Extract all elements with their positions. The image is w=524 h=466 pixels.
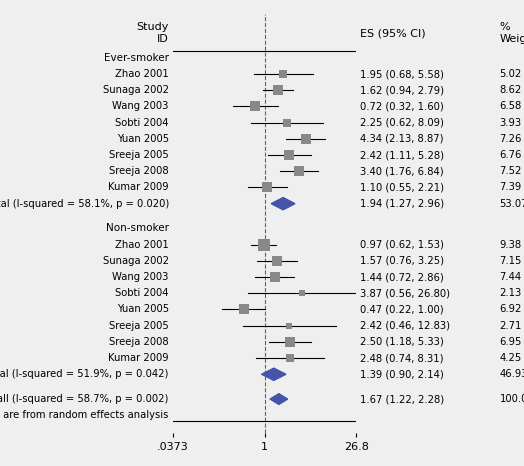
Text: Kumar 2009: Kumar 2009 xyxy=(108,183,169,192)
Text: 3.93: 3.93 xyxy=(499,117,521,128)
Text: 1.67 (1.22, 2.28): 1.67 (1.22, 2.28) xyxy=(361,394,444,404)
Point xyxy=(259,241,268,248)
Text: Study
ID: Study ID xyxy=(136,22,169,44)
Text: Wang 2003: Wang 2003 xyxy=(112,272,169,282)
Text: Kumar 2009: Kumar 2009 xyxy=(108,353,169,363)
Point xyxy=(279,70,288,78)
Text: 7.52: 7.52 xyxy=(499,166,522,176)
Point xyxy=(239,306,248,313)
Point xyxy=(285,322,293,329)
Polygon shape xyxy=(271,198,295,210)
Text: 7.39: 7.39 xyxy=(499,183,521,192)
Text: 6.92: 6.92 xyxy=(499,304,522,315)
Text: 9.38: 9.38 xyxy=(499,240,521,250)
Point xyxy=(286,354,294,362)
Point xyxy=(286,338,294,346)
Text: 100.00: 100.00 xyxy=(499,394,524,404)
Text: Ever-smoker: Ever-smoker xyxy=(104,53,169,63)
Polygon shape xyxy=(261,368,286,380)
Text: 2.50 (1.18, 5.33): 2.50 (1.18, 5.33) xyxy=(361,337,444,347)
Point xyxy=(274,87,282,94)
Text: Subtotal (I-squared = 51.9%, p = 0.042): Subtotal (I-squared = 51.9%, p = 0.042) xyxy=(0,369,169,379)
Text: Yuan 2005: Yuan 2005 xyxy=(117,134,169,144)
Text: 4.34 (2.13, 8.87): 4.34 (2.13, 8.87) xyxy=(361,134,444,144)
Point xyxy=(283,119,291,126)
Text: 1.95 (0.68, 5.58): 1.95 (0.68, 5.58) xyxy=(361,69,444,79)
Text: 1.39 (0.90, 2.14): 1.39 (0.90, 2.14) xyxy=(361,369,444,379)
Text: 2.42 (0.46, 12.83): 2.42 (0.46, 12.83) xyxy=(361,321,451,331)
Text: 5.02: 5.02 xyxy=(499,69,521,79)
Text: 8.62: 8.62 xyxy=(499,85,521,95)
Text: 46.93: 46.93 xyxy=(499,369,524,379)
Text: 4.25: 4.25 xyxy=(499,353,521,363)
Text: %
Weight: % Weight xyxy=(499,22,524,44)
Point xyxy=(270,274,279,281)
Text: 2.71: 2.71 xyxy=(499,321,522,331)
Text: 2.42 (1.11, 5.28): 2.42 (1.11, 5.28) xyxy=(361,150,444,160)
Text: 2.48 (0.74, 8.31): 2.48 (0.74, 8.31) xyxy=(361,353,444,363)
Text: 0.72 (0.32, 1.60): 0.72 (0.32, 1.60) xyxy=(361,102,444,111)
Text: 6.95: 6.95 xyxy=(499,337,522,347)
Point xyxy=(252,103,260,110)
Point xyxy=(263,184,271,191)
Text: 6.58: 6.58 xyxy=(499,102,521,111)
Text: Sunaga 2002: Sunaga 2002 xyxy=(103,85,169,95)
Text: 0.47 (0.22, 1.00): 0.47 (0.22, 1.00) xyxy=(361,304,444,315)
Text: 1.10 (0.55, 2.21): 1.10 (0.55, 2.21) xyxy=(361,183,444,192)
Text: Zhao 2001: Zhao 2001 xyxy=(115,240,169,250)
Text: 1.94 (1.27, 2.96): 1.94 (1.27, 2.96) xyxy=(361,199,444,209)
Text: Sunaga 2002: Sunaga 2002 xyxy=(103,256,169,266)
Text: Yuan 2005: Yuan 2005 xyxy=(117,304,169,315)
Text: 1.57 (0.76, 3.25): 1.57 (0.76, 3.25) xyxy=(361,256,444,266)
Text: Sreeja 2005: Sreeja 2005 xyxy=(109,321,169,331)
Text: Subtotal (I-squared = 58.1%, p = 0.020): Subtotal (I-squared = 58.1%, p = 0.020) xyxy=(0,199,169,209)
Text: 1.62 (0.94, 2.79): 1.62 (0.94, 2.79) xyxy=(361,85,444,95)
Text: Sreeja 2005: Sreeja 2005 xyxy=(109,150,169,160)
Text: 3.40 (1.76, 6.84): 3.40 (1.76, 6.84) xyxy=(361,166,444,176)
Point xyxy=(294,168,303,175)
Point xyxy=(273,257,281,265)
Text: 53.07: 53.07 xyxy=(499,199,524,209)
Text: Wang 2003: Wang 2003 xyxy=(112,102,169,111)
Text: 7.15: 7.15 xyxy=(499,256,522,266)
Text: NOTE: Weights are from random effects analysis: NOTE: Weights are from random effects an… xyxy=(0,410,169,420)
Point xyxy=(298,289,307,297)
Text: 6.76: 6.76 xyxy=(499,150,522,160)
Text: Sobti 2004: Sobti 2004 xyxy=(115,288,169,298)
Point xyxy=(301,135,310,143)
Text: 1.44 (0.72, 2.86): 1.44 (0.72, 2.86) xyxy=(361,272,444,282)
Polygon shape xyxy=(270,394,288,404)
Text: Sobti 2004: Sobti 2004 xyxy=(115,117,169,128)
Text: 2.13: 2.13 xyxy=(499,288,521,298)
Point xyxy=(285,151,293,159)
Text: 0.97 (0.62, 1.53): 0.97 (0.62, 1.53) xyxy=(361,240,444,250)
Text: 7.26: 7.26 xyxy=(499,134,522,144)
Text: Non-smoker: Non-smoker xyxy=(106,223,169,233)
Text: 2.25 (0.62, 8.09): 2.25 (0.62, 8.09) xyxy=(361,117,444,128)
Text: Overall (I-squared = 58.7%, p = 0.002): Overall (I-squared = 58.7%, p = 0.002) xyxy=(0,394,169,404)
Text: Sreeja 2008: Sreeja 2008 xyxy=(109,166,169,176)
Text: 3.87 (0.56, 26.80): 3.87 (0.56, 26.80) xyxy=(361,288,451,298)
Text: Sreeja 2008: Sreeja 2008 xyxy=(109,337,169,347)
Text: ES (95% CI): ES (95% CI) xyxy=(361,28,426,38)
Text: 7.44: 7.44 xyxy=(499,272,521,282)
Text: Zhao 2001: Zhao 2001 xyxy=(115,69,169,79)
